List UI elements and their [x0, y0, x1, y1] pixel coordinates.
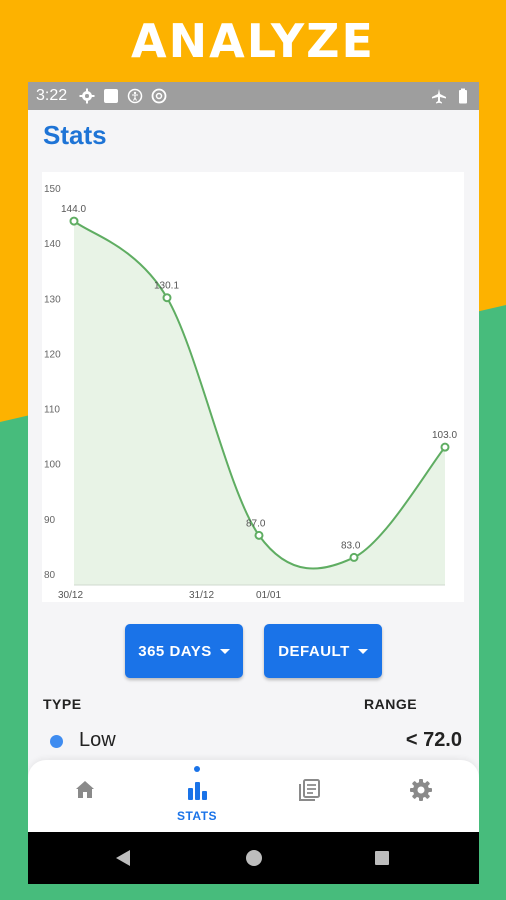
y-tick-label: 80 — [44, 570, 56, 581]
mode-dropdown-label: DEFAULT — [278, 642, 350, 660]
x-tick-label: 01/01 — [256, 590, 281, 601]
x-tick-label: 30/12 — [58, 590, 83, 601]
promo-headline: ANALYZE — [131, 14, 375, 68]
table-row: Low < 72.0 — [28, 726, 479, 756]
period-dropdown-label: 365 DAYS — [138, 642, 212, 660]
back-icon[interactable] — [116, 850, 130, 866]
recents-icon[interactable] — [375, 851, 389, 865]
chart-series-line — [73, 220, 446, 570]
stats-icon — [188, 782, 207, 800]
data-label: 130.1 — [154, 281, 179, 292]
type-color-dot — [50, 735, 63, 748]
system-navigation-bar — [28, 832, 479, 884]
range-column-header: RANGE — [364, 696, 418, 712]
y-tick-label: 130 — [44, 294, 61, 305]
bottom-navigation: STATS — [28, 760, 479, 832]
home-icon — [76, 781, 94, 798]
y-tick-label: 140 — [44, 239, 61, 250]
type-column-header: TYPE — [43, 696, 82, 712]
period-dropdown-button[interactable]: 365 DAYS — [125, 624, 243, 678]
y-tick-label: 100 — [44, 460, 61, 471]
battery-icon — [459, 88, 467, 104]
data-saver-icon — [151, 88, 167, 104]
home-circle-icon[interactable] — [246, 850, 262, 866]
chart-point — [349, 552, 359, 562]
chart-card: 80 90 100 110 120 130 140 150 144.0 130.1 87.0 83.0… — [42, 172, 464, 602]
caret-down-icon — [219, 648, 230, 654]
y-tick-label: 150 — [44, 184, 61, 195]
chart-point — [254, 530, 264, 540]
journal-icon — [299, 779, 320, 801]
data-label: 87.0 — [246, 518, 266, 529]
chart-point — [440, 442, 450, 452]
phone-screen: 3:22 — [28, 82, 479, 884]
y-tick-label: 110 — [44, 405, 60, 416]
chart-point — [162, 293, 172, 303]
data-label: 144.0 — [61, 204, 86, 215]
airplane-icon — [432, 89, 446, 104]
range-value-low: < 72.0 — [405, 729, 462, 751]
chart-controls: 365 DAYS DEFAULT — [28, 624, 479, 678]
status-time: 3:22 — [36, 87, 68, 104]
x-tick-label: 31/12 — [189, 590, 214, 601]
nav-item-journal[interactable] — [254, 760, 364, 832]
active-indicator-dot — [194, 766, 200, 772]
status-bar: 3:22 — [28, 82, 479, 110]
page-title: Stats — [43, 120, 107, 150]
square-icon — [104, 89, 119, 103]
settings-icon — [410, 779, 432, 801]
mode-dropdown-button[interactable]: DEFAULT — [264, 624, 382, 678]
nav-label-stats: STATS — [176, 809, 218, 823]
nav-item-settings[interactable] — [366, 760, 476, 832]
data-label: 103.0 — [432, 430, 457, 441]
y-tick-label: 90 — [44, 515, 56, 526]
nav-item-home[interactable] — [30, 760, 140, 832]
chart-area-fill — [74, 221, 445, 586]
nav-item-stats[interactable]: STATS — [142, 760, 252, 832]
accessibility-icon — [127, 88, 143, 104]
system-nav-icons — [116, 850, 389, 866]
type-label-low: Low — [79, 729, 116, 751]
chart-point — [69, 216, 79, 226]
data-label: 83.0 — [341, 540, 361, 551]
y-tick-label: 120 — [44, 349, 61, 360]
caret-down-icon — [357, 648, 368, 654]
gear-icon — [79, 88, 95, 104]
